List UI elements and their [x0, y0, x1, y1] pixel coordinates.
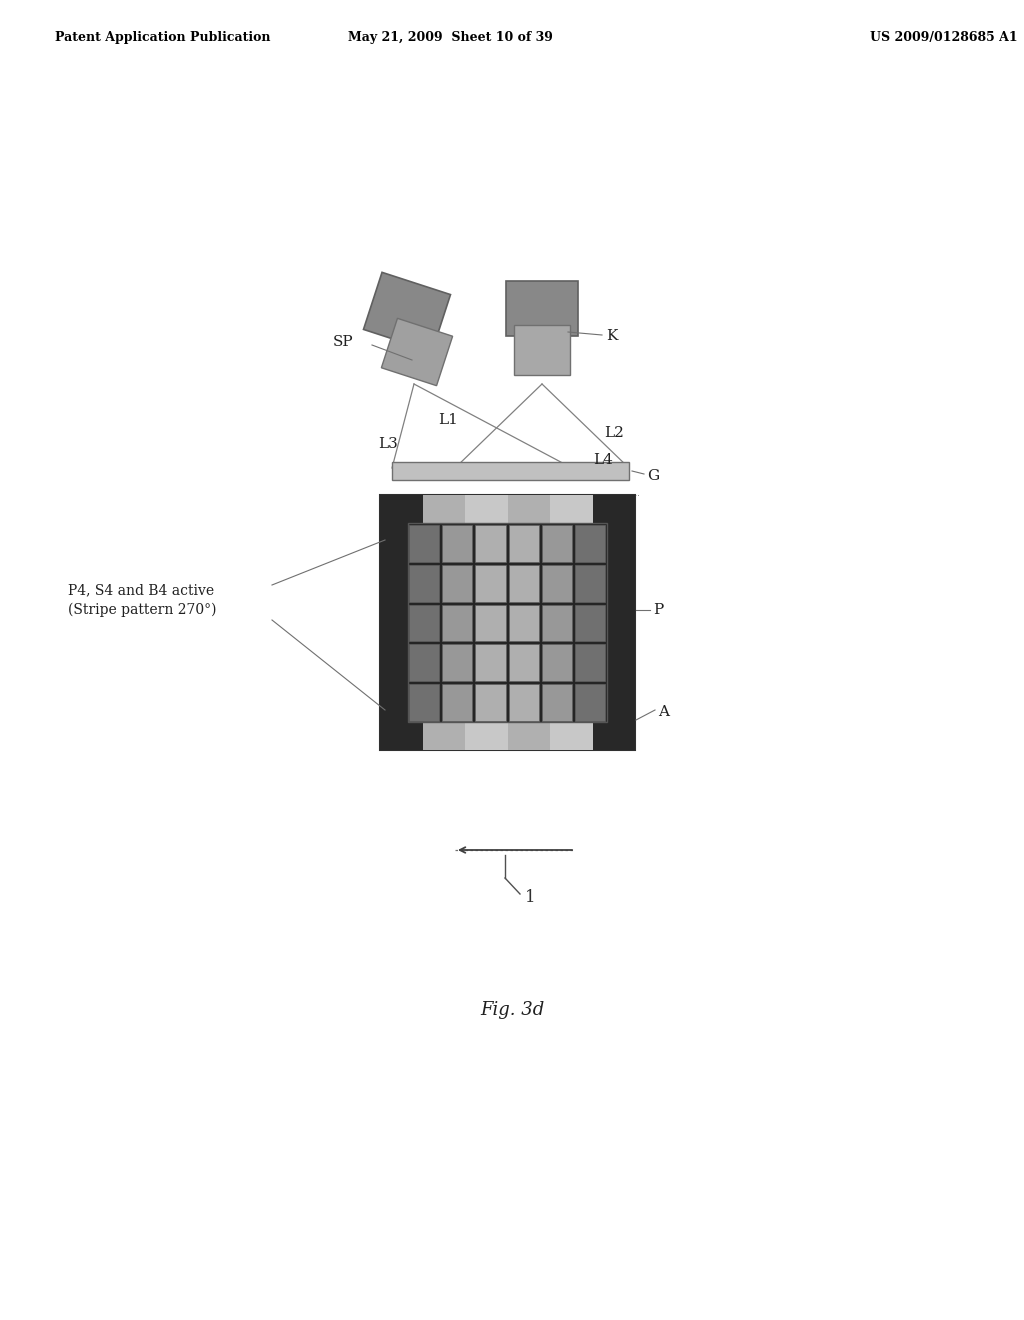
Text: P: P — [653, 603, 664, 616]
Polygon shape — [381, 318, 453, 385]
Bar — [475, 644, 506, 681]
Bar — [509, 565, 539, 602]
Text: SP: SP — [333, 335, 353, 348]
Text: L4: L4 — [593, 453, 613, 467]
Bar — [542, 525, 571, 562]
Bar — [574, 684, 605, 721]
Bar — [475, 525, 506, 562]
Bar — [542, 684, 571, 721]
Bar — [475, 684, 506, 721]
Polygon shape — [514, 325, 570, 375]
Bar — [409, 565, 439, 602]
Bar — [542, 565, 571, 602]
Bar — [380, 495, 423, 750]
Text: K: K — [606, 329, 617, 343]
Bar — [509, 605, 539, 642]
Text: 1: 1 — [525, 890, 536, 907]
Bar — [574, 525, 605, 562]
Bar — [408, 523, 607, 722]
Bar — [380, 495, 635, 750]
Text: L3: L3 — [378, 437, 397, 451]
Polygon shape — [506, 281, 578, 335]
Bar — [423, 495, 465, 750]
Polygon shape — [364, 272, 451, 351]
Text: Patent Application Publication: Patent Application Publication — [55, 32, 270, 45]
Text: L2: L2 — [604, 426, 624, 440]
Bar — [442, 605, 472, 642]
Text: US 2009/0128685 A1: US 2009/0128685 A1 — [870, 32, 1018, 45]
Bar — [509, 684, 539, 721]
Text: Fig. 3d: Fig. 3d — [480, 1001, 544, 1019]
Text: A: A — [658, 705, 669, 719]
Bar — [409, 684, 439, 721]
Bar — [574, 565, 605, 602]
Bar — [442, 644, 472, 681]
Bar — [409, 605, 439, 642]
Text: May 21, 2009  Sheet 10 of 39: May 21, 2009 Sheet 10 of 39 — [347, 32, 552, 45]
Bar — [509, 644, 539, 681]
Bar — [442, 684, 472, 721]
Bar — [392, 462, 629, 480]
Bar — [409, 644, 439, 681]
Bar — [475, 605, 506, 642]
Bar — [508, 495, 550, 750]
Bar — [574, 605, 605, 642]
Text: P4, S4 and B4 active
(Stripe pattern 270°): P4, S4 and B4 active (Stripe pattern 270… — [68, 583, 216, 616]
Bar — [509, 525, 539, 562]
Bar — [442, 565, 472, 602]
Bar — [574, 644, 605, 681]
Bar — [542, 605, 571, 642]
Bar — [409, 525, 439, 562]
Text: L1: L1 — [438, 413, 458, 426]
Bar — [542, 644, 571, 681]
Bar — [465, 495, 508, 750]
Bar — [550, 495, 593, 750]
Bar — [475, 565, 506, 602]
Text: G: G — [647, 469, 659, 483]
Bar — [442, 525, 472, 562]
Bar — [593, 495, 635, 750]
